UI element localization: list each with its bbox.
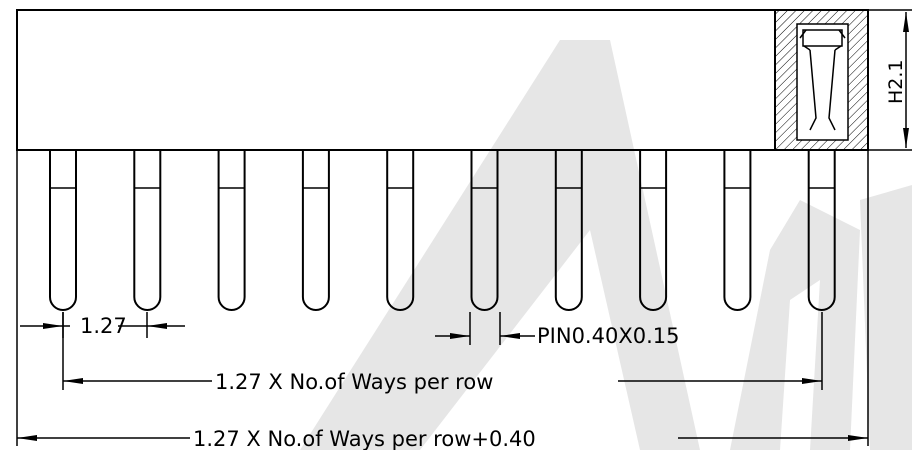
pin <box>723 150 752 311</box>
row-dimension: 1.27 X No.of Ways per row <box>62 312 823 394</box>
height-label: H2.1 <box>885 59 907 104</box>
pin <box>386 150 415 311</box>
pin <box>133 150 162 311</box>
pin <box>807 150 836 311</box>
housing-body <box>16 9 869 151</box>
watermark-logo <box>300 40 912 450</box>
pin <box>639 150 668 311</box>
height-dimension: H2.1 <box>868 9 912 151</box>
pin-group <box>49 150 836 311</box>
pin-width-dimension: PIN0.40X0.15 <box>435 312 679 348</box>
pin <box>470 150 499 311</box>
pin <box>217 150 246 311</box>
pin <box>554 150 583 311</box>
pitch-label: 1.27 <box>80 314 127 338</box>
overall-label: 1.27 X No.of Ways per row+0.40 <box>193 427 536 450</box>
pitch-dimension: 1.27 <box>20 312 185 338</box>
overall-dimension: 1.27 X No.of Ways per row+0.40 <box>16 150 869 450</box>
row-label: 1.27 X No.of Ways per row <box>215 370 493 394</box>
pin <box>301 150 330 311</box>
pin <box>49 150 77 311</box>
contact-cross-section <box>774 9 869 151</box>
pin-width-label: PIN0.40X0.15 <box>537 324 679 348</box>
